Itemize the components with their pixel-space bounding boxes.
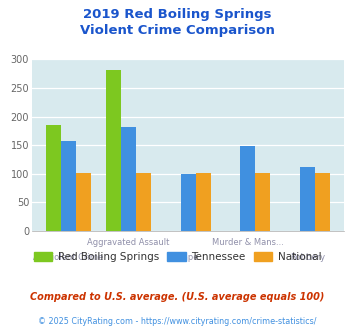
Bar (46, 125, 61, 231)
Text: All Violent Crime: All Violent Crime (33, 253, 104, 262)
Bar (181, 174, 196, 231)
Legend: Red Boiling Springs, Tennessee, National: Red Boiling Springs, Tennessee, National (29, 248, 326, 266)
Bar (196, 173, 211, 231)
Text: Robbery: Robbery (290, 253, 325, 262)
Text: © 2025 CityRating.com - https://www.cityrating.com/crime-statistics/: © 2025 CityRating.com - https://www.city… (38, 317, 317, 326)
Bar (315, 173, 330, 231)
Text: Aggravated Assault: Aggravated Assault (87, 238, 170, 247)
Text: Murder & Mans...: Murder & Mans... (212, 238, 284, 247)
Bar (76, 173, 91, 231)
Bar (106, 70, 121, 231)
Bar (300, 167, 315, 231)
Bar (121, 127, 136, 231)
Text: Rape: Rape (178, 253, 199, 262)
Bar (255, 173, 271, 231)
Bar (61, 141, 76, 231)
Bar (240, 146, 255, 231)
Text: Compared to U.S. average. (U.S. average equals 100): Compared to U.S. average. (U.S. average … (30, 292, 325, 302)
Bar (136, 173, 151, 231)
Text: 2019 Red Boiling Springs
Violent Crime Comparison: 2019 Red Boiling Springs Violent Crime C… (80, 8, 275, 37)
